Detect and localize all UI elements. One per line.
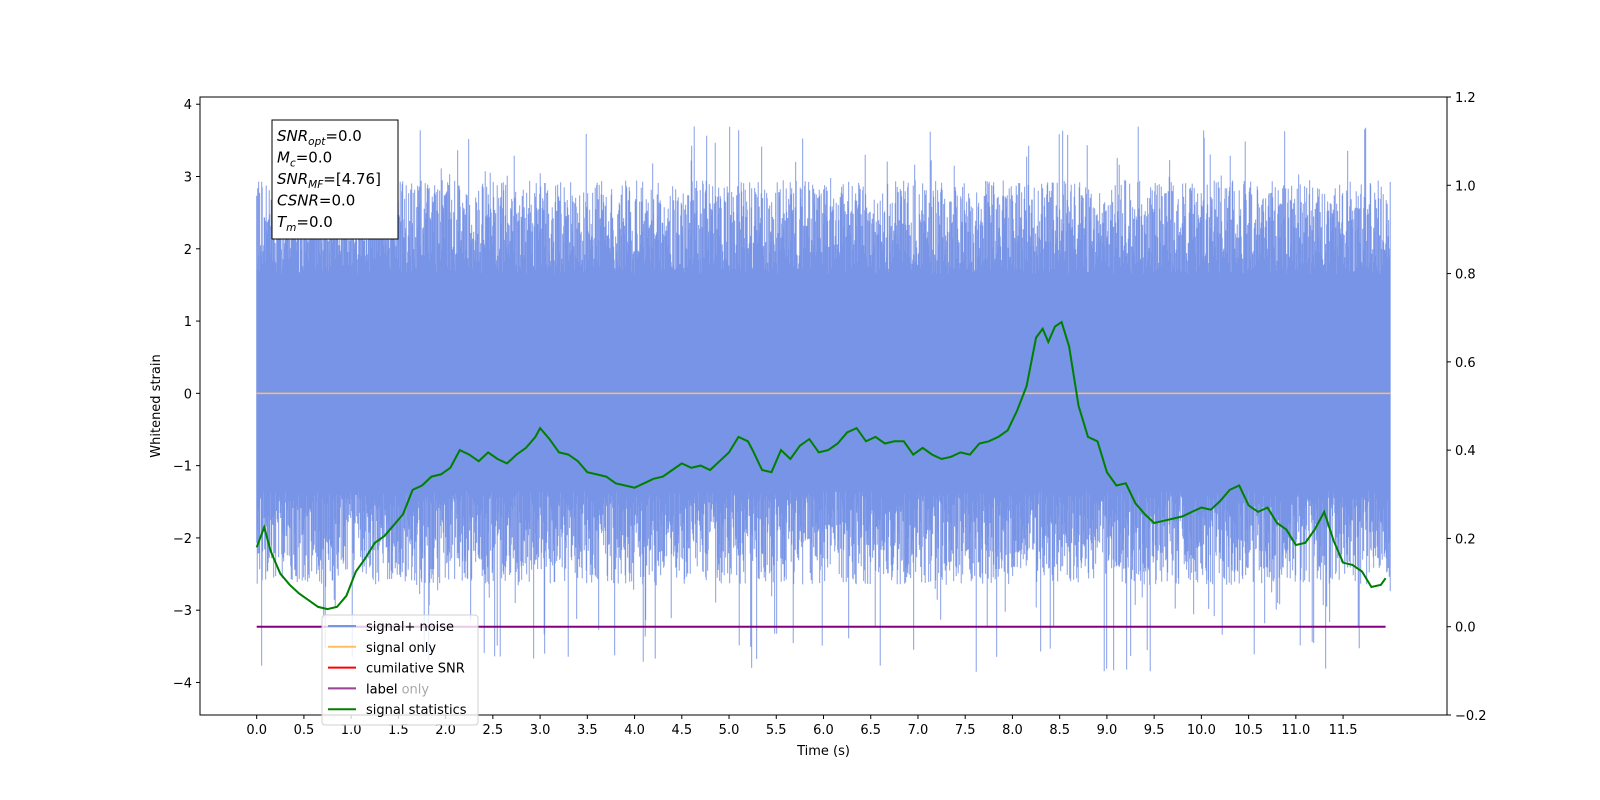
annotation-line: CSNR=0.0 xyxy=(277,192,355,210)
legend-label: signal+ noise xyxy=(366,620,454,635)
x-tick-label: 8.0 xyxy=(1002,723,1023,738)
x-tick-label: 11.5 xyxy=(1329,723,1358,738)
x-tick-label: 0.5 xyxy=(294,723,315,738)
signal-noise-series xyxy=(256,126,1391,672)
y2-tick-label: 1.2 xyxy=(1455,91,1476,106)
x-tick-label: 6.0 xyxy=(813,723,834,738)
y2-tick-label: 0.0 xyxy=(1455,621,1476,636)
y2-tick-label: 0.8 xyxy=(1455,268,1476,283)
legend-item: label only xyxy=(328,682,429,697)
annotation-line: Mc=0.0 xyxy=(277,149,332,170)
x-tick-label: 1.0 xyxy=(341,723,362,738)
legend-label: signal statistics xyxy=(366,703,467,718)
x-tick-label: 4.0 xyxy=(624,723,645,738)
y-axis-left: 4 3 2 1 0 −1 −2 −3 −4 xyxy=(173,98,200,691)
x-tick-label: 5.0 xyxy=(719,723,740,738)
x-axis: 0.0 0.5 1.0 1.5 2.0 2.5 3.0 3.5 4.0 4.5 5.0 5.5 6.0 6… xyxy=(246,715,1358,738)
annotation-frame xyxy=(271,119,399,240)
x-tick-label: 3.5 xyxy=(577,723,598,738)
y-axis-label: Whitened strain xyxy=(149,354,164,457)
x-axis-label: Time (s) xyxy=(796,744,850,759)
y2-tick-label: −0.2 xyxy=(1455,709,1487,724)
legend-item: signal only xyxy=(328,641,436,656)
legend-label: label xyxy=(366,682,397,697)
x-tick-label: 3.0 xyxy=(530,723,551,738)
x-tick-label: 5.5 xyxy=(766,723,787,738)
x-tick-label: 2.5 xyxy=(483,723,504,738)
x-tick-label: 6.5 xyxy=(860,723,881,738)
x-tick-label: 0.0 xyxy=(246,723,267,738)
x-tick-label: 7.5 xyxy=(955,723,976,738)
y-tick-label: −3 xyxy=(173,604,192,619)
x-tick-label: 2.0 xyxy=(435,723,456,738)
y-tick-label: −1 xyxy=(173,460,192,475)
annotation-line: SNRopt=0.0 xyxy=(277,127,362,148)
x-tick-label: 10.5 xyxy=(1234,723,1263,738)
legend-item: signal+ noise xyxy=(328,620,454,635)
x-tick-label: 10.0 xyxy=(1187,723,1216,738)
legend-frame xyxy=(321,614,479,726)
y-tick-label: 4 xyxy=(184,98,192,113)
x-tick-label: 8.5 xyxy=(1049,723,1070,738)
legend-label: signal only xyxy=(366,641,436,656)
x-tick-label: 9.0 xyxy=(1097,723,1118,738)
noise-trace xyxy=(256,126,1391,672)
y-axis-right: 1.2 1.0 0.8 0.6 0.4 0.2 0.0 −0.2 xyxy=(1447,91,1487,724)
legend: signal+ noise signal only cumilative SNR la… xyxy=(321,614,479,726)
y-tick-label: 1 xyxy=(184,315,192,330)
y-tick-label: 2 xyxy=(184,243,192,258)
y2-tick-label: 0.2 xyxy=(1455,532,1476,547)
y2-tick-label: 0.4 xyxy=(1455,444,1476,459)
x-tick-label: 1.5 xyxy=(388,723,409,738)
x-tick-label: 9.5 xyxy=(1144,723,1165,738)
x-tick-label: 4.5 xyxy=(671,723,692,738)
y2-tick-label: 0.6 xyxy=(1455,356,1476,371)
y-tick-label: 0 xyxy=(184,387,192,402)
annotation-line: SNRMF=[4.76] xyxy=(277,170,381,191)
y2-tick-label: 1.0 xyxy=(1455,179,1476,194)
signal-statistics-series xyxy=(255,320,1387,611)
y-tick-label: −4 xyxy=(173,676,192,691)
legend-label: label only xyxy=(366,682,429,697)
legend-label: cumilative SNR xyxy=(366,662,465,677)
annotation-line: Tm=0.0 xyxy=(277,213,333,234)
y-tick-label: −2 xyxy=(173,532,192,547)
x-tick-label: 11.0 xyxy=(1281,723,1310,738)
x-tick-label: 7.0 xyxy=(908,723,929,738)
legend-item: label xyxy=(328,682,397,697)
legend-item: cumilative SNR xyxy=(328,662,465,677)
legend-item: signal statistics xyxy=(328,703,467,718)
y-tick-label: 3 xyxy=(184,171,192,186)
